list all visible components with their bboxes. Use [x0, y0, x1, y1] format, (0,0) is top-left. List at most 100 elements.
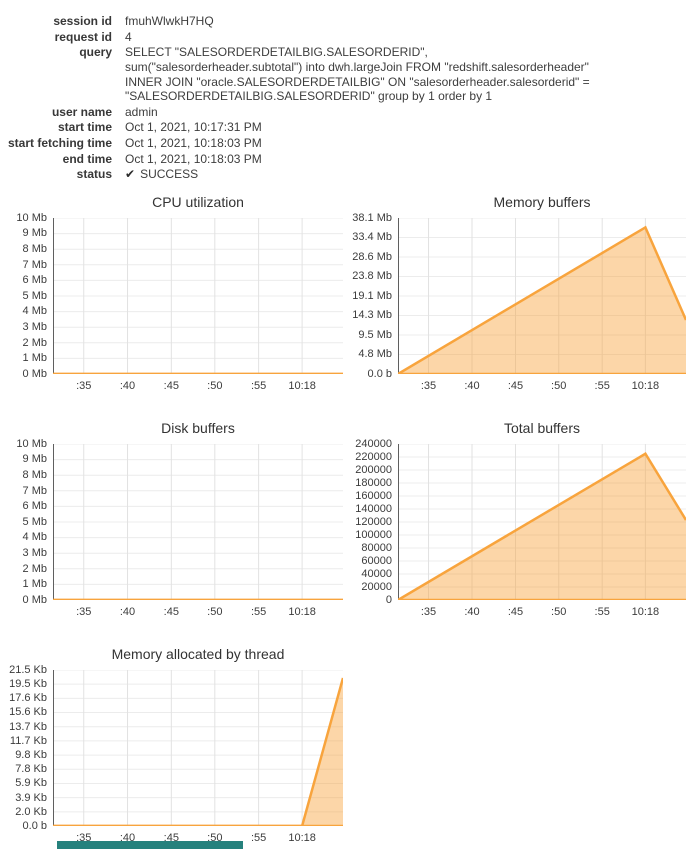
plot-area	[53, 670, 343, 826]
y-tick-label: 10 Mb	[16, 211, 47, 224]
y-tick-label: 7.8 Kb	[15, 763, 47, 776]
y-tick-label: 240000	[355, 437, 392, 450]
x-tick-label: :35	[76, 831, 92, 844]
y-tick-label: 11.7 Kb	[9, 734, 47, 747]
y-tick-label: 100000	[355, 528, 392, 541]
x-tick-label: :55	[594, 605, 610, 618]
y-tick-label: 2.0 Kb	[15, 805, 47, 818]
y-tick-label: 10 Mb	[16, 437, 47, 450]
x-tick-label: :35	[420, 605, 437, 618]
y-tick-label: 17.6 Kb	[9, 692, 47, 705]
meta-label: status	[76, 167, 112, 182]
meta-label: end time	[62, 151, 112, 166]
y-axis-labels: 0.0 b 2.0 Kb 3.9 Kb 5.9 Kb 7.8 Kb 9.8 Kb 11.7 …	[0, 664, 53, 832]
chart-title: Total buffers	[503, 419, 580, 436]
y-tick-label: 3 Mb	[22, 547, 47, 560]
meta-row-session-id: session id fmuhWlwkH7HQ	[0, 14, 686, 29]
x-tick-label: :40	[464, 379, 480, 392]
y-tick-label: 19.1 Mb	[352, 289, 392, 302]
meta-row-end-time: end time Oct 1, 2021, 10:18:03 PM	[0, 152, 686, 167]
y-tick-label: 0 Mb	[22, 367, 47, 380]
y-tick-label: 28.6 Mb	[352, 250, 392, 263]
x-axis-labels: :35:40:45:50:55 10:18	[398, 380, 686, 394]
y-tick-label: 2 Mb	[22, 562, 47, 575]
y-tick-label: 160000	[355, 489, 392, 502]
x-tick-label: :45	[163, 605, 179, 618]
x-axis-labels: :35:40:45:50:55 10:18	[53, 380, 343, 394]
y-tick-label: 3 Mb	[22, 321, 47, 334]
y-tick-label: 0.0 b	[367, 367, 392, 380]
x-tick-label: 10:18	[631, 605, 660, 618]
y-tick-label: 5.9 Kb	[15, 777, 47, 790]
x-tick-label: 10:18	[631, 379, 660, 392]
y-tick-label: 13.7 Kb	[9, 720, 47, 733]
x-tick-label: :45	[163, 379, 179, 392]
y-tick-label: 14.3 Mb	[352, 309, 392, 322]
y-axis-labels: 0.0 b 4.8 Mb 9.5 Mb 14.3 Mb 19.1 Mb 23.8 Mb 28…	[345, 212, 398, 380]
meta-label: query	[79, 45, 112, 60]
meta-label: user name	[51, 104, 112, 119]
y-tick-label: 4 Mb	[22, 531, 47, 544]
x-tick-label: :45	[507, 605, 524, 618]
meta-label: session id	[53, 14, 112, 28]
y-tick-label: 3.9 Kb	[15, 791, 47, 804]
chart-title: Memory allocated by thread	[111, 645, 285, 662]
y-tick-label: 19.5 Kb	[9, 678, 47, 691]
y-tick-label: 1 Mb	[22, 352, 47, 365]
y-tick-label: 7 Mb	[22, 484, 47, 497]
x-tick-label: :50	[551, 605, 567, 618]
chart-total-buffers: Total buffers 0 20000 40000 60000 80000 10000…	[345, 420, 686, 620]
user-name-value: admin	[125, 104, 158, 119]
y-tick-label: 180000	[355, 476, 392, 489]
y-tick-label: 8 Mb	[22, 469, 47, 482]
y-tick-label: 38.1 Mb	[352, 211, 392, 224]
chart-memory-allocated-by-thread: Memory allocated by thread 0.0 b 2.0 Kb 3.…	[0, 646, 343, 846]
y-tick-label: 60000	[361, 554, 392, 567]
y-tick-label: 9.5 Mb	[358, 328, 392, 341]
x-axis-labels: :35:40:45:50:55 10:18	[53, 606, 343, 620]
chart-cpu-utilization: CPU utilization 0 Mb 1 Mb 2 Mb 3 Mb 4 Mb 5 Mb…	[0, 194, 343, 394]
session-id-value: fmuhWlwkH7HQ	[125, 14, 214, 28]
x-tick-label: :55	[250, 831, 267, 844]
meta-row-status: status ✔ SUCCESS	[0, 167, 686, 182]
meta-row-start-fetching-time: start fetching time Oct 1, 2021, 10:18:0…	[0, 136, 686, 151]
y-tick-label: 0.0 b	[22, 819, 47, 832]
chart-title: Memory buffers	[493, 193, 591, 210]
x-tick-label: 10:18	[288, 831, 316, 844]
request-id-value: 4	[125, 29, 132, 44]
x-tick-label: :50	[207, 605, 223, 618]
meta-row-user-name: user name admin	[0, 105, 686, 120]
y-tick-label: 140000	[355, 502, 392, 515]
plot-area	[398, 444, 686, 600]
y-tick-label: 5 Mb	[22, 289, 47, 302]
y-tick-label: 5 Mb	[22, 515, 47, 528]
status-badge: ✔ SUCCESS	[125, 167, 198, 182]
y-tick-label: 40000	[361, 567, 392, 580]
meta-row-query: query SELECT "SALESORDERDETAILBIG.SALESO…	[0, 45, 686, 104]
x-tick-label: :35	[76, 605, 92, 618]
y-tick-label: 21.5 Kb	[9, 663, 47, 676]
y-tick-label: 6 Mb	[22, 500, 47, 513]
y-tick-label: 1 Mb	[22, 578, 47, 591]
y-tick-label: 80000	[361, 541, 392, 554]
y-tick-label: 2 Mb	[22, 336, 47, 349]
y-tick-label: 9 Mb	[22, 227, 47, 240]
y-tick-label: 4.8 Mb	[358, 348, 392, 361]
x-tick-label: :55	[594, 379, 610, 392]
x-tick-label: :45	[507, 379, 524, 392]
start-time-value: Oct 1, 2021, 10:17:31 PM	[125, 120, 262, 135]
query-text: SELECT "SALESORDERDETAILBIG.SALESORDERID…	[125, 45, 590, 104]
y-tick-label: 23.8 Mb	[352, 270, 392, 283]
x-tick-label: 10:18	[288, 379, 316, 392]
x-tick-label: :40	[464, 605, 480, 618]
y-tick-label: 20000	[361, 580, 392, 593]
x-tick-label: :55	[250, 379, 267, 392]
y-tick-label: 4 Mb	[22, 305, 47, 318]
y-axis-labels: 0 Mb 1 Mb 2 Mb 3 Mb 4 Mb 5 Mb 6 Mb 7 Mb 8 Mb 9 Mb…	[0, 212, 53, 380]
x-tick-label: :35	[420, 379, 437, 392]
y-tick-label: 33.4 Mb	[352, 231, 392, 244]
x-tick-label: :40	[119, 605, 136, 618]
chart-disk-buffers: Disk buffers 0 Mb 1 Mb 2 Mb 3 Mb 4 Mb 5 Mb 6 M…	[0, 420, 343, 620]
chart-memory-buffers: Memory buffers 0.0 b 4.8 Mb 9.5 Mb 14.3 Mb 1…	[345, 194, 686, 394]
meta-row-request-id: request id 4	[0, 30, 686, 45]
